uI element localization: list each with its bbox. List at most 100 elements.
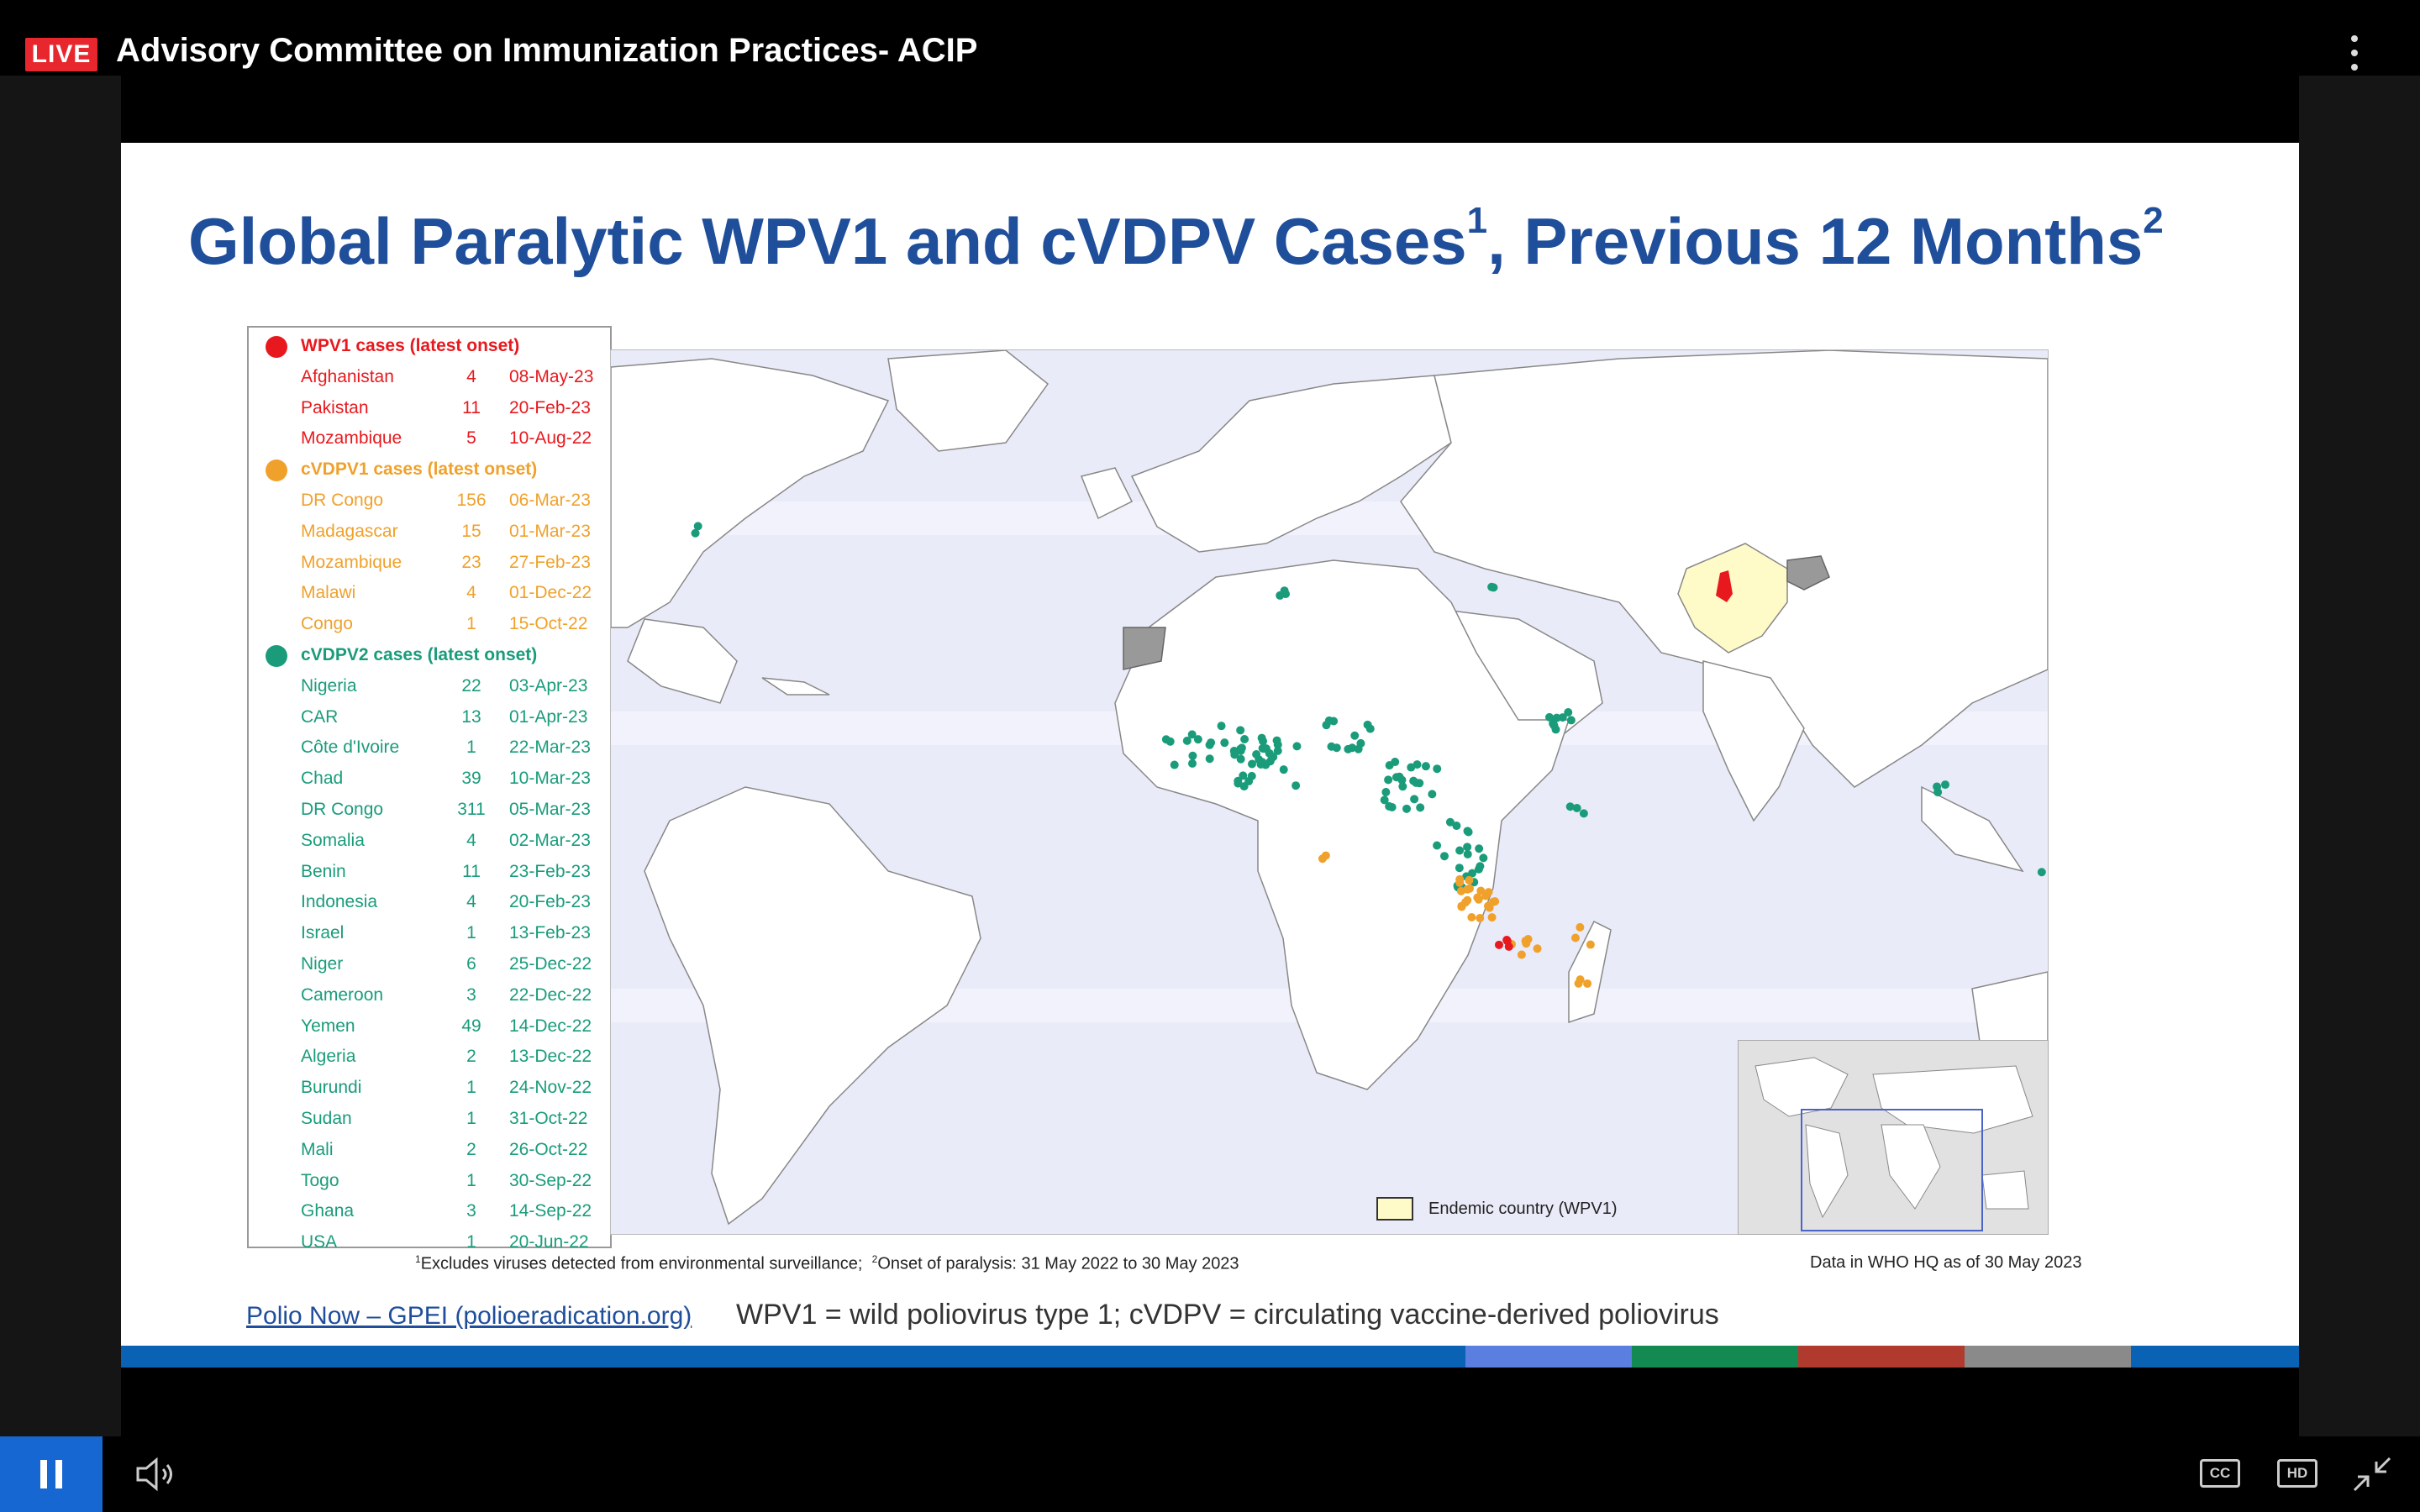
footer-stripe-2 [1465,1346,1632,1368]
hd-quality-button[interactable]: HD [2277,1459,2317,1488]
cvdpv2-legend-date: 03-Apr-23 [509,675,588,696]
case-marker [1544,712,1554,722]
inset-world-map-graphic [1739,1041,2048,1234]
case-marker [1476,886,1486,895]
cvdpv2-legend-row: Nigeria 22 03-Apr-23 [301,676,608,701]
cvdpv2-legend-count: 311 [457,800,486,819]
cvdpv2-legend-count: 1 [466,1078,476,1098]
case-marker [1465,884,1475,893]
footnote-1: Excludes viruses detected from environme… [420,1254,863,1273]
case-marker [1276,591,1285,600]
cvdpv2-legend-date: 13-Dec-22 [509,1047,592,1067]
cvdpv1-legend-count: 4 [466,583,476,603]
case-marker [1487,582,1497,591]
cvdpv2-legend-country: Togo [301,1170,339,1190]
case-marker [1230,750,1239,759]
case-marker [1161,735,1171,744]
case-marker [1440,852,1449,861]
footnote-2-marker: 2 [871,1253,878,1265]
slide-title-main: Global Paralytic WPV1 and cVDPV Cases [188,204,1467,278]
case-marker [1260,744,1269,753]
letterbox-bottom [121,1368,2299,1436]
cvdpv1-legend-count: 15 [461,521,481,541]
slide-title-period: , Previous 12 Months [1487,204,2144,278]
cvdpv2-legend-country: Ghana [301,1201,355,1221]
case-marker [1332,743,1341,753]
cvdpv1-legend-country: Mozambique [301,552,402,572]
cvdpv2-legend-row: CAR 13 01-Apr-23 [301,707,608,732]
world-map [610,349,2049,1235]
case-marker [1491,897,1500,906]
case-marker [1402,804,1412,813]
cvdpv1-legend-count: 23 [461,552,481,572]
case-marker [1273,740,1282,749]
case-marker [1217,722,1226,731]
pause-button[interactable] [0,1436,103,1512]
case-marker [1464,827,1473,837]
case-marker [1485,903,1494,912]
cvdpv2-legend-date: 14-Dec-22 [509,1016,592,1036]
cvdpv2-legend-date: 13-Feb-23 [509,923,591,943]
cvdpv2-legend-count: 1 [466,738,476,758]
case-marker [1421,762,1430,771]
cvdpv1-legend-country: DR Congo [301,491,384,510]
cvdpv2-legend-country: Indonesia [301,892,378,912]
cvdpv1-legend-date: 15-Oct-22 [509,614,588,634]
data-source: Data in WHO HQ as of 30 May 2023 [1810,1253,2082,1272]
case-marker [1533,944,1542,953]
wpv1-legend-date: 20-Feb-23 [509,397,591,417]
case-marker [1350,731,1360,740]
player-controls: CC HD [0,1436,2420,1512]
cvdpv2-legend-count: 3 [466,1201,476,1221]
case-marker [1321,851,1330,860]
case-marker [1583,979,1592,988]
exit-fullscreen-icon[interactable] [2351,1455,2393,1494]
cvdpv2-legend-count: 4 [466,892,476,912]
cvdpv2-legend-country: Chad [301,769,344,789]
cvdpv2-legend-row: Algeria 2 13-Dec-22 [301,1047,608,1072]
cvdpv2-legend-country: Somalia [301,830,365,850]
cvdpv2-legend-country: Algeria [301,1047,356,1067]
cvdpv1-legend-count: 1 [466,614,476,634]
cvdpv2-legend-date: 31-Oct-22 [509,1109,588,1128]
case-marker [1551,725,1560,734]
cvdpv2-legend-row: Yemen 49 14-Dec-22 [301,1016,608,1042]
case-marker [1257,733,1266,743]
case-marker [1248,759,1257,769]
case-marker [1475,844,1484,853]
case-marker [1385,761,1394,770]
cvdpv2-legend-date: 05-Mar-23 [509,800,591,819]
wpv1-case-area [1716,570,1733,602]
case-marker [1452,822,1461,831]
cvdpv1-legend-count: 156 [456,491,487,510]
cvdpv2-legend-row: Indonesia 4 20-Feb-23 [301,892,608,917]
cvdpv2-legend-country: Côte d'Ivoire [301,738,400,758]
case-marker [1428,790,1437,799]
case-marker [1182,736,1192,745]
cvdpv1-legend-row: DR Congo 156 06-Mar-23 [301,491,608,516]
case-marker [1188,751,1197,760]
cvdpv2-legend-row: Niger 6 25-Dec-22 [301,954,608,979]
cvdpv2-legend-heading: cVDPV2 cases (latest onset) [301,645,538,664]
more-options-icon[interactable] [2344,32,2365,77]
cvdpv2-legend-row: Cameroon 3 22-Dec-22 [301,985,608,1011]
closed-captions-button[interactable]: CC [2200,1459,2240,1488]
case-marker [1433,764,1442,774]
pause-icon-bar [55,1460,62,1488]
cvdpv2-legend-row: Sudan 1 31-Oct-22 [301,1109,608,1134]
case-marker [1205,754,1214,764]
cvdpv2-legend-dot [266,645,287,667]
case-marker [1463,895,1472,905]
case-marker [1244,777,1254,786]
cvdpv2-legend-count: 1 [466,1232,476,1252]
cvdpv2-legend-country: Cameroon [301,984,384,1005]
volume-icon[interactable] [134,1455,178,1494]
case-marker [1576,922,1585,932]
case-marker [1570,933,1580,942]
video-title: Advisory Committee on Immunization Pract… [116,32,978,69]
wpv1-legend-row: Mozambique 5 10-Aug-22 [301,428,608,454]
case-marker [1476,914,1485,923]
cvdpv1-legend-date: 06-Mar-23 [509,491,591,510]
cvdpv2-legend-count: 2 [466,1047,476,1067]
polio-now-link[interactable]: Polio Now – GPEI (polioeradication.org) [246,1302,692,1330]
